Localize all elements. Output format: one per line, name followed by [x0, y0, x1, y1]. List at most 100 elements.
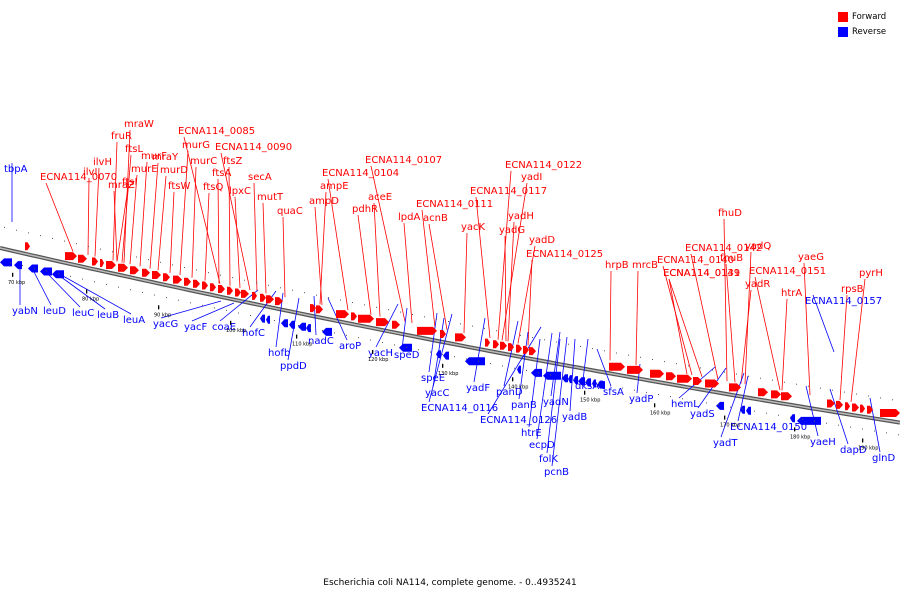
- forward-leader-line: [282, 216, 286, 298]
- reverse-gene-label: yacF: [184, 322, 208, 333]
- gene-arrow-f45: [677, 374, 692, 383]
- forward-gene-label: yaeG: [798, 252, 824, 263]
- forward-leader-line: [609, 270, 612, 361]
- reverse-leader-line: [44, 270, 81, 308]
- gene-arrow-f20: [252, 291, 257, 300]
- legend-reverse: Reverse: [838, 24, 886, 39]
- reverse-leader-line: [487, 326, 542, 415]
- forward-leader-line: [220, 152, 251, 291]
- forward-leader-line: [253, 182, 258, 292]
- forward-leader-line: [668, 278, 703, 377]
- gene-arrow-r2: [28, 264, 38, 273]
- reverse-leader-line: [596, 348, 612, 387]
- track-dot: [118, 286, 119, 288]
- forward-gene-label: fhuD: [718, 208, 742, 219]
- track-dot: [172, 264, 173, 266]
- track-dot: [478, 360, 479, 362]
- track-dot: [448, 321, 449, 322]
- forward-gene-label: pyrH: [859, 268, 883, 279]
- track-dot: [670, 396, 671, 398]
- track-dot: [190, 302, 191, 304]
- reverse-leader-line: [829, 388, 849, 445]
- reverse-gene-label: yaeH: [810, 437, 836, 448]
- track-dot: [340, 299, 341, 301]
- track-dot: [898, 434, 899, 436]
- tick-label: 120 kbp: [368, 357, 388, 363]
- forward-gene-label: lpxC: [229, 186, 251, 197]
- forward-leader-line: [149, 162, 159, 269]
- reverse-gene-label: ECNA114_0150: [730, 422, 807, 433]
- forward-gene-label: ECNA114_0139: [663, 268, 740, 279]
- tick-label: 180 kbp: [790, 434, 810, 440]
- track-dot: [778, 414, 779, 416]
- gene-arrow-f35: [493, 340, 499, 349]
- track-dot: [796, 383, 797, 385]
- reverse-gene-label: ECNA114_0157: [805, 296, 882, 307]
- reverse-gene-label: speE: [421, 373, 445, 384]
- track-dot: [40, 235, 41, 237]
- track-dot: [628, 354, 629, 356]
- forward-leader-line: [723, 218, 728, 382]
- gene-arrow-r16: [517, 365, 521, 374]
- reverse-leader-line: [375, 303, 399, 348]
- track-dot: [700, 367, 701, 369]
- track-dot: [850, 426, 851, 428]
- reverse-leader-line: [551, 336, 568, 467]
- gene-arrow-f39: [523, 345, 529, 354]
- track-dot: [352, 302, 353, 303]
- forward-gene-label: ECNA114_0151: [749, 266, 826, 277]
- track-dot: [658, 394, 659, 395]
- tick-mark: [654, 403, 656, 408]
- gene-arrow-f58: [880, 409, 900, 417]
- reverse-leader-line: [503, 320, 519, 387]
- reverse-leader-line: [401, 307, 408, 350]
- gene-arrow-r5: [260, 314, 265, 323]
- gene-arrow-r8: [289, 320, 295, 329]
- track-dot: [832, 389, 833, 391]
- track-dot: [838, 424, 839, 426]
- forward-gene-label: murD: [160, 165, 188, 176]
- track-dot: [364, 304, 365, 306]
- track-dot: [676, 363, 677, 365]
- forward-leader-line: [204, 192, 210, 281]
- forward-leader-line: [94, 167, 100, 257]
- track-dot: [892, 399, 893, 401]
- gene-arrow-f53: [836, 400, 843, 409]
- forward-gene-label: pdhR: [352, 204, 378, 215]
- forward-gene-label: ftsW: [168, 181, 190, 192]
- gene-arrow-r13: [436, 350, 441, 359]
- reverse-gene-label: yadS: [690, 409, 715, 420]
- track-dot: [430, 351, 431, 353]
- forward-leader-line: [314, 206, 323, 305]
- track-dot: [514, 367, 515, 369]
- forward-leader-line: [157, 175, 167, 271]
- forward-leader-line: [662, 265, 693, 376]
- gene-arrow-r17: [531, 368, 542, 377]
- track-dot: [706, 402, 707, 404]
- forward-gene-label: ftsZ: [223, 156, 242, 167]
- reverse-leader-line: [473, 317, 486, 383]
- track-dot: [244, 279, 245, 281]
- gene-arrow-f23: [275, 297, 283, 306]
- forward-gene-label: yadI: [521, 172, 542, 183]
- tick-label: 140 kbp: [508, 384, 528, 390]
- reverse-leader-line: [313, 295, 317, 336]
- track-dot: [370, 339, 371, 341]
- tick-mark: [12, 272, 14, 277]
- track-dot: [400, 311, 401, 313]
- track-dot: [160, 261, 161, 263]
- forward-gene-label: ECNA114_0141: [663, 268, 740, 279]
- reverse-leader-line: [546, 338, 561, 454]
- gene-arrow-r27: [716, 401, 724, 410]
- gene-arrow-f55: [852, 403, 859, 412]
- gene-arrow-f7: [130, 266, 139, 275]
- forward-leader-line: [497, 170, 512, 340]
- reverse-gene-label: yadP: [629, 394, 653, 405]
- legend-forward-label: Forward: [852, 11, 887, 22]
- reverse-gene-label: hofb: [268, 348, 290, 359]
- track-dot: [346, 334, 347, 336]
- track-dot: [772, 379, 773, 381]
- gene-arrow-f1: [65, 252, 77, 261]
- reverse-gene-label: yadB: [562, 412, 587, 423]
